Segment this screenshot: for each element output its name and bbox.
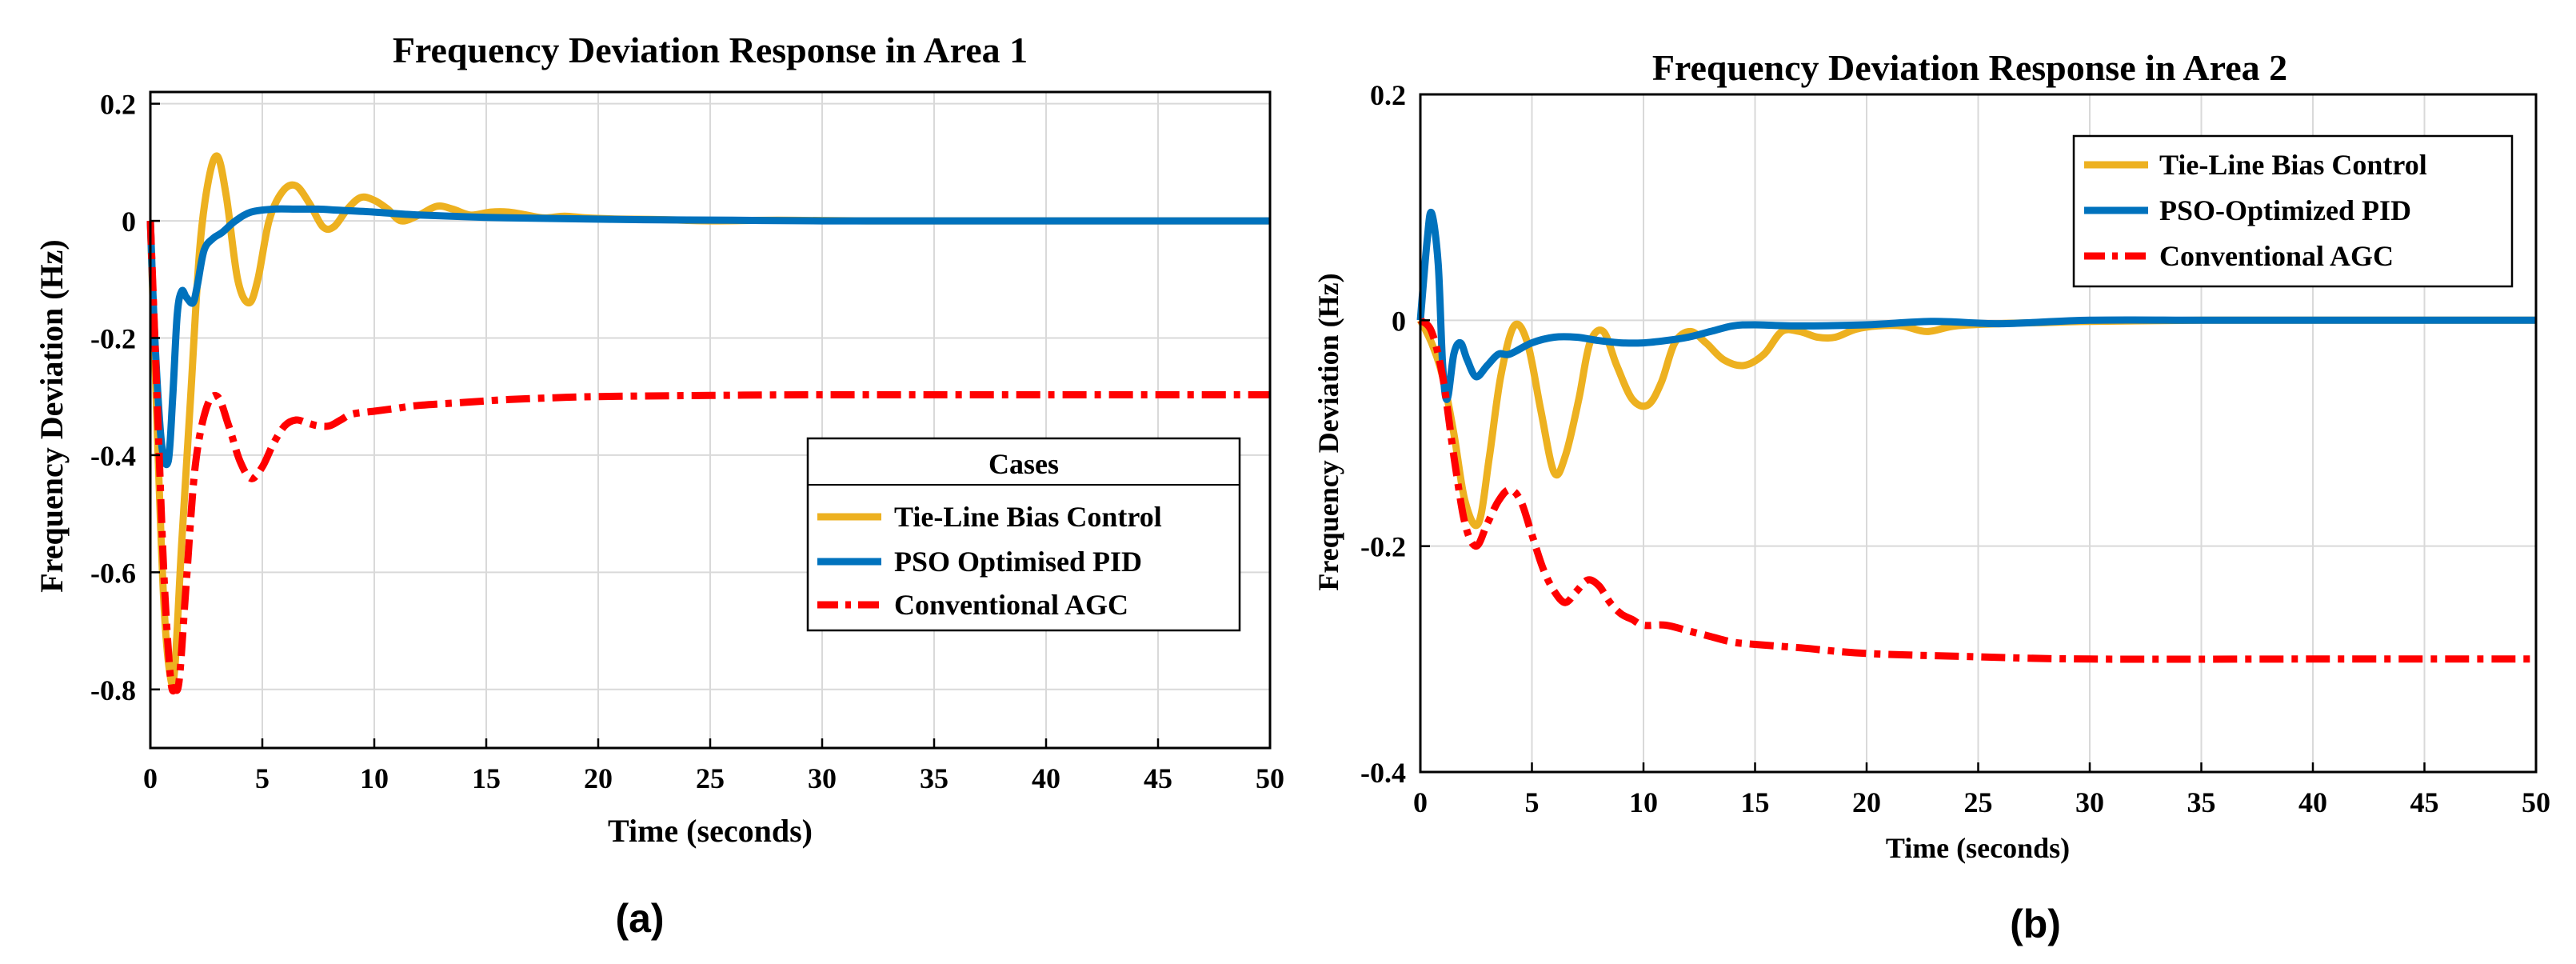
- panel-b-ytick-label-0: 0.2: [1370, 79, 1406, 111]
- panel-b-xtick-label-30: 30: [2075, 786, 2104, 818]
- panel-a-xtick-label-0: 0: [143, 762, 158, 794]
- panel-b-xtick-label-45: 45: [2410, 786, 2439, 818]
- panel-a-xtick-label-5: 5: [255, 762, 270, 794]
- panel-b-xtick-label-0: 0: [1413, 786, 1428, 818]
- panel-a-legend-label-agc: Conventional AGC: [894, 589, 1128, 621]
- panel-b-caption: (b): [2010, 902, 2061, 946]
- panel-a-grid: [150, 92, 1271, 748]
- panel-b-xtick-label-50: 50: [2522, 786, 2550, 818]
- panel-a-y-ticks: 0.2 0 -0.2 -0.4 -0.6 -0.8: [90, 89, 160, 706]
- panel-a-legend-label-pso: PSO Optimised PID: [894, 546, 1142, 578]
- panel-a-xtick-label-30: 30: [808, 762, 837, 794]
- panel-a-legend: Cases Tie-Line Bias Control PSO Optimise…: [806, 437, 1241, 632]
- panel-b-xtick-label-20: 20: [1852, 786, 1881, 818]
- panel-a-ytick-label-2: -0.2: [90, 323, 136, 355]
- panel-b-y-ticks: 0.2 0 -0.2 -0.4: [1360, 79, 1430, 789]
- panel-b-series-pso-pid: [1416, 208, 2536, 403]
- panel-b-xtick-label-35: 35: [2187, 786, 2216, 818]
- panel-a-legend-box: [806, 437, 1241, 632]
- panel-b-ytick-label-2: -0.2: [1360, 531, 1406, 563]
- panel-b-series-conventional-agc: [1417, 317, 2536, 663]
- panel-a-x-ticks: 0 5 10 15 20 25 30 35 40 45 50: [143, 738, 1284, 794]
- panel-b-title: Frequency Deviation Response in Area 2: [1652, 47, 2287, 88]
- panel-a-series-conventional-agc: [146, 220, 1270, 695]
- panel-b-x-axis-label: Time (seconds): [1886, 832, 2070, 864]
- panel-a-chart: Frequency Deviation Response in Area 1 0…: [34, 30, 1284, 941]
- panel-a-caption: (a): [615, 896, 664, 941]
- panel-a-ytick-label-0: 0.2: [100, 89, 136, 121]
- panel-b-ytick-label-1: 0: [1392, 305, 1406, 337]
- panel-a-series-pso-pid: [146, 205, 1270, 469]
- panel-b-ytick-label-3: -0.4: [1360, 757, 1406, 789]
- panel-b-x-ticks: 0 5 10 15 20 25 30 35 40 45 50: [1413, 762, 2550, 818]
- panel-a-legend-title: Cases: [988, 448, 1059, 480]
- panel-a-xtick-label-15: 15: [472, 762, 501, 794]
- panel-a-y-axis-label: Frequency Deviation (Hz): [34, 239, 70, 592]
- panel-b-y-axis-label: Frequency Deviation (Hz): [1312, 273, 1344, 590]
- panel-a-xtick-label-25: 25: [696, 762, 725, 794]
- panel-b-legend-label-agc: Conventional AGC: [2159, 240, 2394, 272]
- panel-a-ytick-label-1: 0: [122, 206, 136, 238]
- panel-a-xtick-label-20: 20: [584, 762, 613, 794]
- panel-b-xtick-label-40: 40: [2298, 786, 2327, 818]
- panel-a-xtick-label-50: 50: [1256, 762, 1284, 794]
- panel-a-x-axis-label: Time (seconds): [608, 813, 813, 849]
- panel-a-ytick-label-4: -0.6: [90, 557, 136, 589]
- panel-a-ytick-label-5: -0.8: [90, 674, 136, 706]
- panel-b-legend-label-tie: Tie-Line Bias Control: [2159, 149, 2427, 181]
- panel-b-xtick-label-25: 25: [1964, 786, 1993, 818]
- panel-a-xtick-label-10: 10: [360, 762, 389, 794]
- panel-b-xtick-label-5: 5: [1525, 786, 1540, 818]
- panel-a-xtick-label-35: 35: [920, 762, 949, 794]
- panel-a-series-group: [146, 152, 1270, 695]
- panel-b-chart: Frequency Deviation Response in Area 2 0…: [1312, 47, 2550, 946]
- panel-b-series-group: [1416, 208, 2536, 663]
- panel-b-legend: Tie-Line Bias Control PSO-Optimized PID …: [2072, 134, 2514, 288]
- panel-b-xtick-label-10: 10: [1629, 786, 1658, 818]
- panel-a-legend-label-tie: Tie-Line Bias Control: [894, 501, 1162, 533]
- panel-a-xtick-label-45: 45: [1144, 762, 1172, 794]
- panel-a-xtick-label-40: 40: [1032, 762, 1060, 794]
- panel-b-legend-label-pso: PSO-Optimized PID: [2159, 194, 2411, 226]
- panel-a-ytick-label-3: -0.4: [90, 440, 136, 472]
- panel-b-xtick-label-15: 15: [1741, 786, 1770, 818]
- panel-a-title: Frequency Deviation Response in Area 1: [393, 30, 1028, 70]
